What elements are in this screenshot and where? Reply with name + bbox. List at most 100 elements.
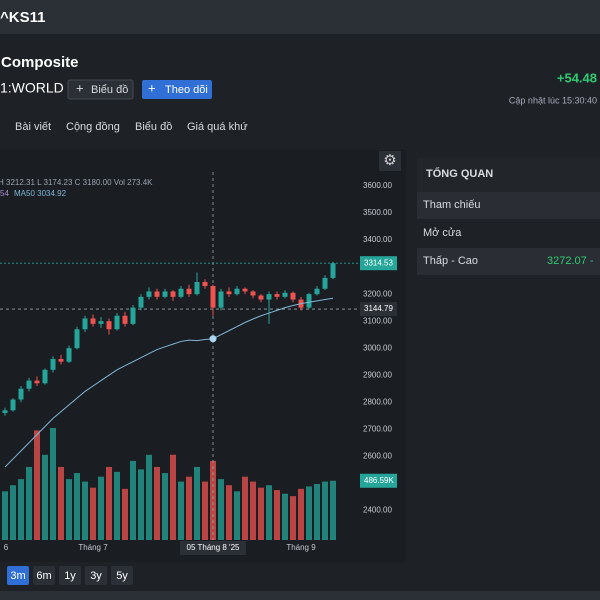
range-label: 6m [36, 570, 51, 582]
candle-body [306, 294, 312, 308]
settings-button[interactable] [379, 151, 401, 171]
candle-body [74, 329, 80, 349]
tab[interactable]: Bài viết [15, 121, 51, 133]
candle-body [226, 291, 232, 295]
volume-bar [74, 473, 80, 540]
y-tick-label: 3400.00 [363, 235, 392, 244]
change: +54.48 [557, 70, 597, 85]
last-price-box [360, 256, 397, 271]
volume-bar [90, 487, 96, 540]
volume-bar [106, 466, 112, 540]
last-price-label: 3314.53 [364, 258, 393, 267]
exchange: 1:WORLD [0, 80, 64, 96]
candle-body [98, 321, 104, 324]
candle-body [170, 291, 176, 297]
range-button[interactable] [59, 566, 81, 585]
volume-bar [234, 491, 240, 540]
range-button[interactable] [85, 566, 107, 585]
volume-label: 486.59K [364, 476, 394, 485]
candle-body [18, 388, 24, 400]
updated: Cập nhật lúc 15:30:40 [509, 95, 597, 105]
legend-ohlc: H 3212.31 L 3174.23 C 3180.00 Vol 273.4K [0, 178, 153, 187]
candle-body [266, 294, 272, 300]
candle-body [130, 307, 136, 324]
candle-body [178, 288, 184, 297]
y-tick-label: 2600.00 [363, 451, 392, 460]
overview: Tham chiếu Mở cửa Thấp - Cao 3272.07 - [417, 192, 600, 275]
symbol: ^KS11 [0, 9, 45, 26]
candle-body [58, 358, 64, 362]
range-buttons: 3m 6m 1y 3y 5y [7, 566, 133, 585]
candle-body [202, 281, 208, 287]
volume-bar [282, 493, 288, 540]
follow-button-label: Theo dõi [165, 84, 208, 96]
candle-body [10, 399, 16, 411]
crosshair-date: 05 Tháng 8 '25 [187, 543, 241, 552]
follow-button[interactable] [142, 80, 212, 99]
volume-bar [298, 488, 304, 540]
range-button[interactable] [33, 566, 55, 585]
volume-bar [10, 485, 16, 540]
volume-bar [266, 485, 272, 540]
candle-body [154, 291, 160, 297]
overview-row [417, 220, 600, 247]
candle-body [82, 318, 88, 330]
range-button[interactable] [7, 566, 29, 585]
candle-body [282, 292, 288, 297]
legend-ma: MA50 3034.92 [14, 189, 67, 198]
top-bar [0, 0, 600, 34]
candle-body [90, 318, 96, 324]
candle-body [314, 288, 320, 295]
volume-bar [130, 460, 136, 540]
candle-body [26, 380, 32, 389]
volume-bar [306, 486, 312, 540]
volume-bar [226, 485, 232, 540]
candle-body [258, 295, 264, 300]
candle-body [122, 315, 128, 324]
candle-body [50, 358, 56, 370]
y-tick-label: 2900.00 [363, 370, 392, 379]
tab[interactable]: Giá quá khứ [187, 121, 248, 133]
volume-bar [34, 430, 40, 540]
candle-body [114, 315, 120, 330]
y-tick-label: 3500.00 [363, 208, 392, 217]
y-tick-label: 3000.00 [363, 343, 392, 352]
tab[interactable]: Biểu đồ [135, 121, 172, 133]
chart-button-label: Biểu đồ [91, 84, 128, 96]
crosshair-price-box [360, 302, 397, 317]
y-tick-label: 2700.00 [363, 424, 392, 433]
range-label: 5y [116, 570, 128, 582]
tab[interactable]: Cộng đồng [66, 121, 120, 133]
crosshair-date-box [180, 541, 246, 555]
ma50-line [4, 297, 334, 468]
overview-label: Thấp - Cao [423, 255, 478, 267]
candle-body [42, 369, 48, 384]
candle-body [146, 291, 152, 297]
range-button[interactable] [111, 566, 133, 585]
volume-bar [146, 454, 152, 540]
x-tick-label: Tháng 9 [286, 543, 316, 552]
crosshair-price-label: 3144.79 [364, 304, 393, 313]
overview-row [417, 192, 600, 219]
candle-body [66, 348, 72, 362]
volume-box [360, 473, 397, 488]
candle-body [274, 294, 280, 297]
x-tick-label: 6 [4, 543, 9, 552]
candle-body [34, 380, 40, 384]
candle-body [250, 291, 256, 296]
volume-bar [58, 466, 64, 540]
title: Composite [1, 54, 79, 71]
overview-row [417, 248, 600, 275]
candle-body [162, 291, 168, 297]
overview-header [417, 158, 600, 192]
chart-button[interactable] [67, 79, 134, 100]
volume-bar [82, 481, 88, 540]
volume-bar [2, 491, 8, 540]
volume-bar [42, 454, 48, 540]
volume-bar [210, 460, 216, 540]
overview-title: TỔNG QUAN [426, 167, 493, 180]
volume-bar [258, 487, 264, 540]
volume-bar [322, 481, 328, 540]
volume-bar [218, 479, 224, 540]
